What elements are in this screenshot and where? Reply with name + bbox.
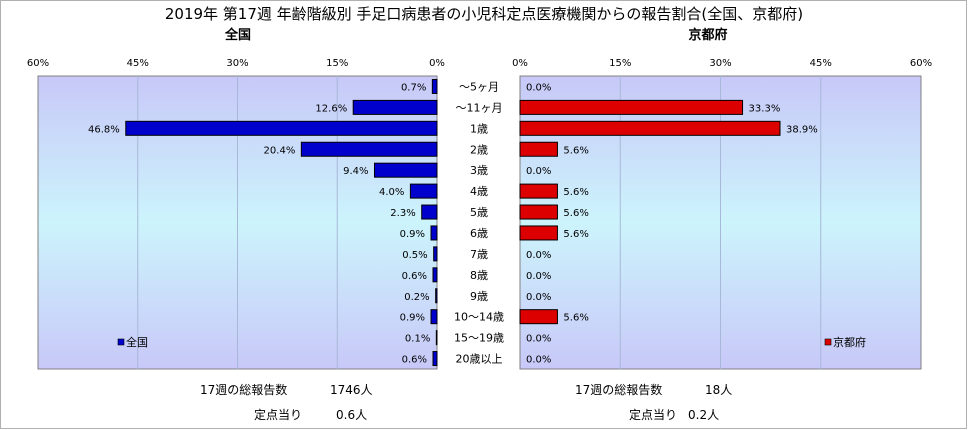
national-bar: [432, 351, 438, 367]
national-footer-total-value: 1746人: [330, 383, 373, 397]
national-tick-label: 0%: [429, 58, 445, 69]
kyoto-footer-total-label: 17週の総報告数: [575, 382, 662, 397]
kyoto-bar: [519, 225, 558, 241]
national-tick-label: 60%: [27, 58, 49, 69]
kyoto-data-label: 0.0%: [526, 250, 551, 261]
kyoto-bar: [519, 204, 558, 220]
national-bar: [433, 246, 438, 262]
category-label: ～5ヶ月: [459, 80, 499, 93]
national-data-label: 0.5%: [402, 250, 427, 261]
category-labels: ～5ヶ月 ～11ヶ月 1歳 2歳 3歳 4歳 5歳 6歳 7歳 8歳 9歳 10～14歳 15～19歳 2…: [454, 80, 504, 365]
kyoto-tick-label: 60%: [910, 58, 932, 69]
national-bar: [431, 78, 438, 94]
category-label: 7歳: [470, 248, 488, 261]
kyoto-tick-label: 30%: [709, 58, 731, 69]
kyoto-bar: [519, 309, 558, 325]
national-data-label: 0.2%: [404, 292, 429, 303]
kyoto-footer-per-value: 0.2人: [688, 408, 719, 422]
kyoto-data-label: 5.6%: [563, 313, 588, 324]
national-tick-label: 45%: [127, 58, 149, 69]
national-bar: [430, 309, 438, 325]
national-data-label: 0.9%: [400, 229, 425, 240]
national-data-label: 0.6%: [402, 355, 427, 366]
national-data-label: 0.1%: [405, 334, 430, 345]
kyoto-bar: [519, 183, 558, 199]
kyoto-data-label: 0.0%: [526, 334, 551, 345]
panel-kyoto: 0% 15% 30% 45% 60% 京都府 0.0% 33.3% 38.9% 5.6% 0.0% 5…: [512, 27, 932, 422]
national-data-label: 0.6%: [402, 271, 427, 282]
kyoto-data-label: 33.3%: [749, 103, 781, 114]
national-data-label: 12.6%: [315, 103, 347, 114]
category-label: 1歳: [470, 122, 488, 135]
chart-title: 2019年 第17週 年齢階級別 手足口病患者の小児科定点医療機関からの報告割合…: [165, 5, 803, 23]
kyoto-data-label: 0.0%: [526, 166, 551, 177]
category-label: 9歳: [470, 290, 488, 303]
kyoto-data-label: 0.0%: [526, 292, 551, 303]
kyoto-data-label: 0.0%: [526, 271, 551, 282]
national-bar: [421, 204, 438, 220]
national-bar: [125, 120, 438, 136]
category-label: ～11ヶ月: [456, 101, 503, 114]
kyoto-bar: [519, 141, 558, 157]
kyoto-footer-per-label: 定点当り: [629, 407, 677, 422]
national-data-label: 20.4%: [264, 145, 296, 156]
category-label: 8歳: [470, 269, 488, 282]
kyoto-data-label: 0.0%: [526, 355, 551, 366]
national-bar: [300, 141, 438, 157]
category-label: 10～14歳: [454, 311, 504, 324]
national-panel-title: 全国: [224, 27, 251, 43]
kyoto-tick-label: 0%: [512, 58, 528, 69]
panel-national: 0% 15% 30% 45% 60% 全国 0.7% 12.6% 46.8% 20.4% 9.4% 4…: [27, 27, 445, 422]
category-label: 4歳: [470, 185, 488, 198]
national-data-label: 9.4%: [343, 166, 368, 177]
category-label: 15～19歳: [454, 332, 504, 345]
national-footer-per-value: 0.6人: [336, 408, 367, 422]
national-data-label: 0.9%: [400, 313, 425, 324]
kyoto-data-label: 5.6%: [563, 145, 588, 156]
category-label: 6歳: [470, 227, 488, 240]
kyoto-data-label: 5.6%: [563, 229, 588, 240]
national-bar: [373, 162, 438, 178]
national-tick-label: 30%: [226, 58, 248, 69]
kyoto-tick-label: 15%: [609, 58, 631, 69]
kyoto-data-label: 38.9%: [786, 124, 818, 135]
national-bar: [352, 99, 438, 115]
kyoto-tick-label: 45%: [810, 58, 832, 69]
category-label: 20歳以上: [456, 353, 503, 366]
national-data-label: 4.0%: [379, 187, 404, 198]
national-data-label: 46.8%: [88, 124, 120, 135]
category-label: 3歳: [470, 164, 488, 177]
kyoto-data-label: 0.0%: [526, 82, 551, 93]
national-legend-label: 全国: [126, 335, 148, 349]
national-bar: [435, 288, 438, 304]
kyoto-data-label: 5.6%: [563, 187, 588, 198]
kyoto-footer-total-value: 18人: [705, 383, 732, 397]
kyoto-legend-swatch: [824, 338, 832, 346]
national-footer-per-label: 定点当り: [254, 407, 302, 422]
category-label: 5歳: [470, 206, 488, 219]
kyoto-panel-title: 京都府: [688, 27, 727, 43]
national-bar: [432, 267, 438, 283]
national-bar: [430, 225, 438, 241]
kyoto-bar: [519, 99, 744, 115]
national-bar: [435, 330, 438, 346]
national-tick-label: 15%: [326, 58, 348, 69]
kyoto-bar: [519, 120, 781, 136]
national-legend-swatch: [117, 338, 125, 346]
category-label: 2歳: [470, 143, 488, 156]
kyoto-legend-label: 京都府: [833, 335, 866, 349]
national-footer-total-label: 17週の総報告数: [200, 382, 287, 397]
national-data-label: 0.7%: [401, 82, 426, 93]
kyoto-data-label: 5.6%: [563, 208, 588, 219]
national-bar: [409, 183, 438, 199]
national-data-label: 2.3%: [390, 208, 415, 219]
